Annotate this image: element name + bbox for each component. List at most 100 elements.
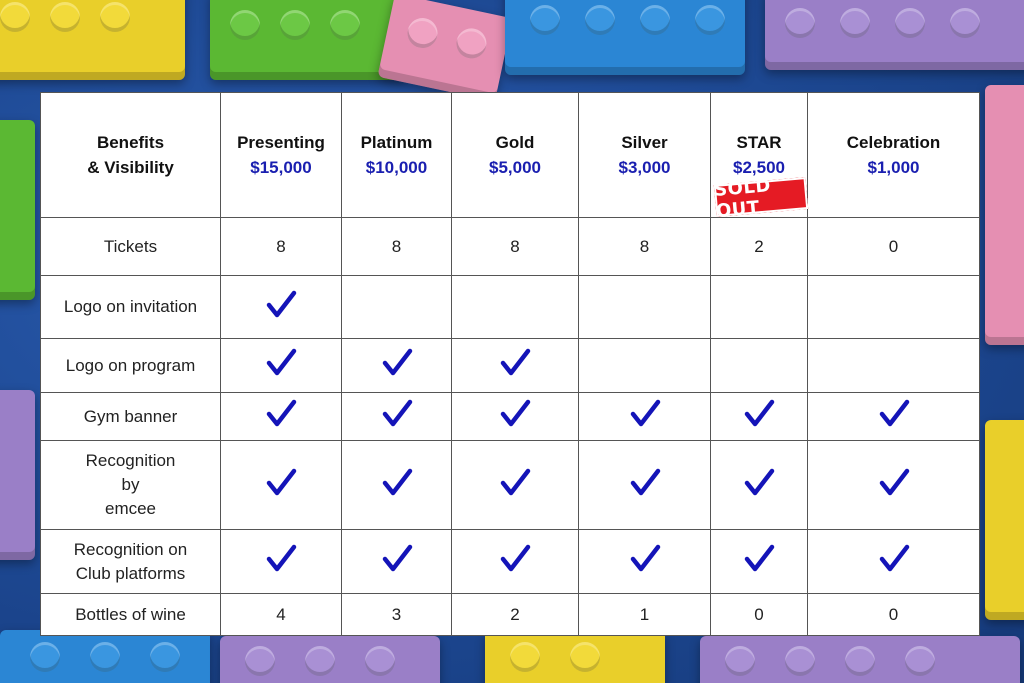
benefit-cell bbox=[578, 440, 711, 530]
pink-brick bbox=[377, 0, 513, 102]
benefit-cell bbox=[341, 440, 452, 530]
benefits-header-line1: Benefits bbox=[96, 133, 165, 152]
checkmark-icon bbox=[500, 348, 531, 376]
benefit-cell bbox=[807, 338, 980, 393]
tier-price: $5,000 bbox=[489, 158, 541, 177]
benefit-cell bbox=[451, 529, 579, 594]
row-label-line: emcee bbox=[104, 499, 157, 518]
row-label: Gym banner bbox=[40, 392, 221, 441]
table-row: Logo on program bbox=[40, 338, 980, 393]
row-label: Recognition by emcee bbox=[40, 440, 221, 530]
tier-name: STAR bbox=[736, 133, 782, 152]
row-label: Recognition on Club platforms bbox=[40, 529, 221, 594]
tier-name: Platinum bbox=[360, 133, 433, 152]
checkmark-icon bbox=[266, 348, 297, 376]
green-side-brick bbox=[0, 120, 35, 300]
benefit-cell bbox=[710, 440, 808, 530]
row-label: Logo on program bbox=[40, 338, 221, 393]
row-label: Tickets bbox=[40, 217, 221, 276]
benefit-cell bbox=[710, 275, 808, 339]
row-label-line: by bbox=[121, 475, 140, 494]
benefit-cell bbox=[220, 392, 342, 441]
yellow-brick bbox=[0, 0, 185, 80]
benefit-cell bbox=[451, 440, 579, 530]
checkmark-icon bbox=[382, 544, 412, 572]
row-label-line: Club platforms bbox=[75, 563, 186, 583]
purple-bottom-brick-2 bbox=[700, 636, 1020, 683]
purple-brick bbox=[765, 0, 1024, 70]
benefit-cell bbox=[807, 440, 980, 530]
checkmark-icon bbox=[744, 399, 775, 427]
yellow-bottom-brick bbox=[485, 630, 665, 683]
tier-header-platinum: Platinum $10,000 bbox=[341, 92, 452, 218]
checkmark-icon bbox=[630, 399, 660, 427]
benefit-cell bbox=[451, 275, 579, 339]
benefit-cell bbox=[578, 275, 711, 339]
purple-bottom-brick bbox=[220, 636, 440, 683]
benefit-cell bbox=[578, 338, 711, 393]
benefit-cell: 2 bbox=[710, 217, 808, 276]
green-brick bbox=[210, 0, 405, 80]
blue-brick bbox=[505, 0, 745, 75]
benefit-cell bbox=[220, 275, 342, 339]
checkmark-icon bbox=[500, 468, 531, 495]
benefit-cell bbox=[220, 440, 342, 530]
benefit-cell bbox=[578, 529, 711, 594]
row-label: Bottles of wine bbox=[40, 593, 221, 636]
benefit-cell bbox=[710, 392, 808, 441]
benefit-cell: 8 bbox=[451, 217, 579, 276]
sponsorship-table-card: Benefits & Visibility Presenting $15,000… bbox=[40, 92, 980, 636]
benefit-cell: 8 bbox=[578, 217, 711, 276]
tier-price: $2,500 bbox=[733, 158, 785, 177]
benefit-cell: 2 bbox=[451, 593, 579, 636]
checkmark-icon bbox=[879, 468, 909, 495]
benefit-cell bbox=[451, 392, 579, 441]
checkmark-icon bbox=[630, 544, 660, 572]
benefit-cell bbox=[807, 392, 980, 441]
tier-price: $1,000 bbox=[867, 158, 920, 177]
header-row: Benefits & Visibility Presenting $15,000… bbox=[40, 92, 980, 218]
sold-out-stamp: SOLD OUT bbox=[713, 175, 809, 222]
benefit-cell: 8 bbox=[341, 217, 452, 276]
checkmark-icon bbox=[382, 468, 412, 495]
benefit-cell bbox=[220, 338, 342, 393]
sponsorship-benefits-table: Benefits & Visibility Presenting $15,000… bbox=[40, 92, 980, 636]
benefit-cell bbox=[451, 338, 579, 393]
tier-name: Presenting bbox=[237, 133, 325, 152]
tier-name: Celebration bbox=[846, 133, 941, 152]
checkmark-icon bbox=[382, 399, 412, 427]
table-row: Gym banner bbox=[40, 392, 980, 441]
tier-name: Silver bbox=[621, 133, 668, 152]
tier-header-silver: Silver $3,000 bbox=[578, 92, 711, 218]
benefit-cell: 0 bbox=[807, 593, 980, 636]
benefits-header: Benefits & Visibility bbox=[40, 92, 221, 218]
benefit-cell: 4 bbox=[220, 593, 342, 636]
table-row: Tickets 8 8 8 8 2 0 bbox=[40, 217, 980, 276]
benefit-cell bbox=[578, 392, 711, 441]
checkmark-icon bbox=[744, 544, 775, 572]
blue-bottom-brick bbox=[0, 630, 210, 683]
checkmark-icon bbox=[630, 468, 660, 495]
checkmark-icon bbox=[382, 348, 412, 376]
benefit-cell bbox=[710, 529, 808, 594]
checkmark-icon bbox=[879, 399, 909, 427]
tier-price: $15,000 bbox=[250, 158, 312, 177]
benefits-header-line2: & Visibility bbox=[87, 158, 174, 177]
tier-header-gold: Gold $5,000 bbox=[451, 92, 579, 218]
checkmark-icon bbox=[266, 468, 297, 495]
checkmark-icon bbox=[744, 468, 775, 495]
benefit-cell bbox=[341, 529, 452, 594]
checkmark-icon bbox=[500, 399, 531, 427]
tier-header-presenting: Presenting $15,000 bbox=[220, 92, 342, 218]
row-label-line: Recognition on bbox=[73, 539, 188, 559]
checkmark-icon bbox=[879, 544, 909, 572]
row-label-line: Recognition bbox=[85, 451, 176, 470]
benefit-cell bbox=[341, 338, 452, 393]
benefit-cell bbox=[341, 392, 452, 441]
benefit-cell: 3 bbox=[341, 593, 452, 636]
tier-header-celebration: Celebration $1,000 bbox=[807, 92, 980, 218]
benefit-cell: 8 bbox=[220, 217, 342, 276]
row-label: Logo on invitation bbox=[40, 275, 221, 339]
table-row: Logo on invitation bbox=[40, 275, 980, 339]
tier-name: Gold bbox=[495, 133, 535, 152]
